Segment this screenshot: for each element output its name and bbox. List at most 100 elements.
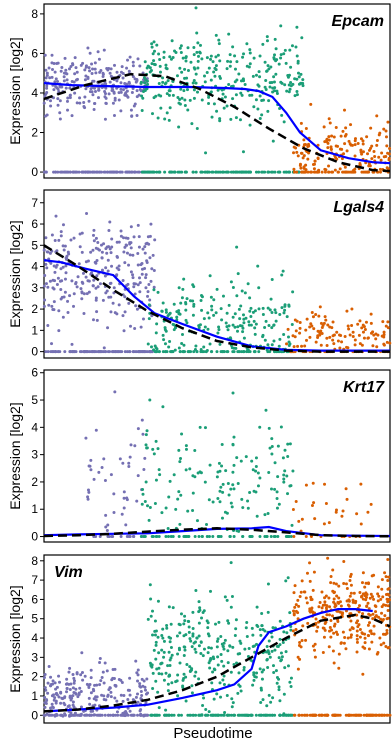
data-point — [288, 48, 292, 52]
data-point — [90, 350, 94, 354]
data-point — [57, 309, 61, 313]
data-point — [133, 350, 137, 354]
data-point — [205, 71, 209, 75]
data-point — [325, 713, 329, 717]
data-point — [115, 70, 119, 74]
data-point — [182, 277, 186, 281]
data-point — [91, 687, 95, 691]
data-point — [266, 64, 270, 68]
data-point — [141, 317, 145, 321]
data-point — [158, 70, 162, 74]
data-point — [360, 326, 364, 330]
y-tick-label: 8 — [31, 554, 38, 568]
data-point — [119, 81, 123, 85]
data-point — [267, 639, 271, 643]
data-point — [209, 78, 213, 82]
data-point — [126, 236, 130, 240]
data-point — [137, 235, 141, 239]
y-tick-label: 3 — [31, 281, 38, 295]
data-point — [117, 240, 121, 244]
data-point — [218, 170, 222, 174]
data-point — [211, 500, 215, 504]
data-point — [141, 432, 145, 436]
data-point — [303, 170, 307, 174]
data-point — [371, 595, 375, 599]
data-point — [227, 324, 231, 328]
data-point — [50, 67, 54, 71]
data-point — [205, 348, 209, 352]
data-point — [156, 116, 160, 120]
data-point — [258, 94, 262, 98]
data-point — [278, 713, 282, 717]
data-point — [325, 613, 329, 617]
data-point — [310, 324, 314, 328]
data-point — [128, 55, 132, 59]
data-point — [102, 242, 106, 246]
data-point — [371, 330, 375, 334]
data-point — [197, 644, 201, 648]
data-point — [304, 638, 308, 642]
data-point — [116, 350, 120, 354]
data-point — [139, 689, 143, 693]
data-point — [379, 597, 383, 601]
data-point — [53, 70, 57, 74]
data-point — [358, 591, 362, 595]
data-point — [290, 44, 294, 48]
data-point — [151, 253, 155, 257]
data-point — [263, 513, 267, 517]
data-point — [191, 634, 195, 638]
data-point — [350, 323, 354, 327]
data-point — [91, 67, 95, 71]
data-point — [388, 341, 392, 345]
data-point — [182, 654, 186, 658]
data-point — [132, 535, 136, 539]
data-point — [365, 593, 369, 597]
data-point — [256, 471, 260, 475]
data-point — [300, 170, 304, 174]
data-point — [202, 74, 206, 78]
data-point — [300, 713, 304, 717]
data-point — [95, 695, 99, 699]
data-point — [338, 713, 342, 717]
data-point — [68, 294, 72, 298]
data-point — [90, 72, 94, 76]
data-point — [108, 282, 112, 286]
data-point — [170, 39, 174, 43]
data-point — [186, 46, 190, 50]
data-point — [278, 699, 282, 703]
data-point — [49, 675, 53, 679]
data-point — [360, 594, 364, 598]
data-point — [104, 266, 108, 270]
data-point — [388, 146, 392, 150]
data-point — [152, 59, 156, 63]
data-point — [286, 492, 290, 496]
data-point — [223, 595, 227, 599]
data-point — [299, 590, 303, 594]
data-point — [301, 78, 305, 82]
data-point — [287, 343, 291, 347]
data-point — [47, 664, 51, 668]
data-point — [232, 487, 236, 491]
data-point — [121, 76, 125, 80]
data-point — [71, 694, 75, 698]
data-point — [380, 151, 384, 155]
data-point — [291, 629, 295, 633]
data-point — [221, 482, 225, 486]
data-point — [72, 679, 76, 683]
data-point — [374, 337, 378, 341]
data-point — [111, 676, 115, 680]
data-point — [227, 713, 231, 717]
data-point — [154, 331, 158, 335]
data-point — [81, 61, 85, 65]
data-point — [336, 339, 340, 343]
data-point — [378, 167, 382, 171]
data-point — [237, 72, 241, 76]
data-point — [387, 587, 391, 591]
data-point — [94, 246, 98, 250]
data-point — [129, 108, 133, 112]
data-point — [385, 166, 389, 170]
data-point — [115, 699, 119, 703]
data-point — [299, 645, 303, 649]
data-point — [143, 535, 147, 539]
data-point — [299, 121, 303, 125]
